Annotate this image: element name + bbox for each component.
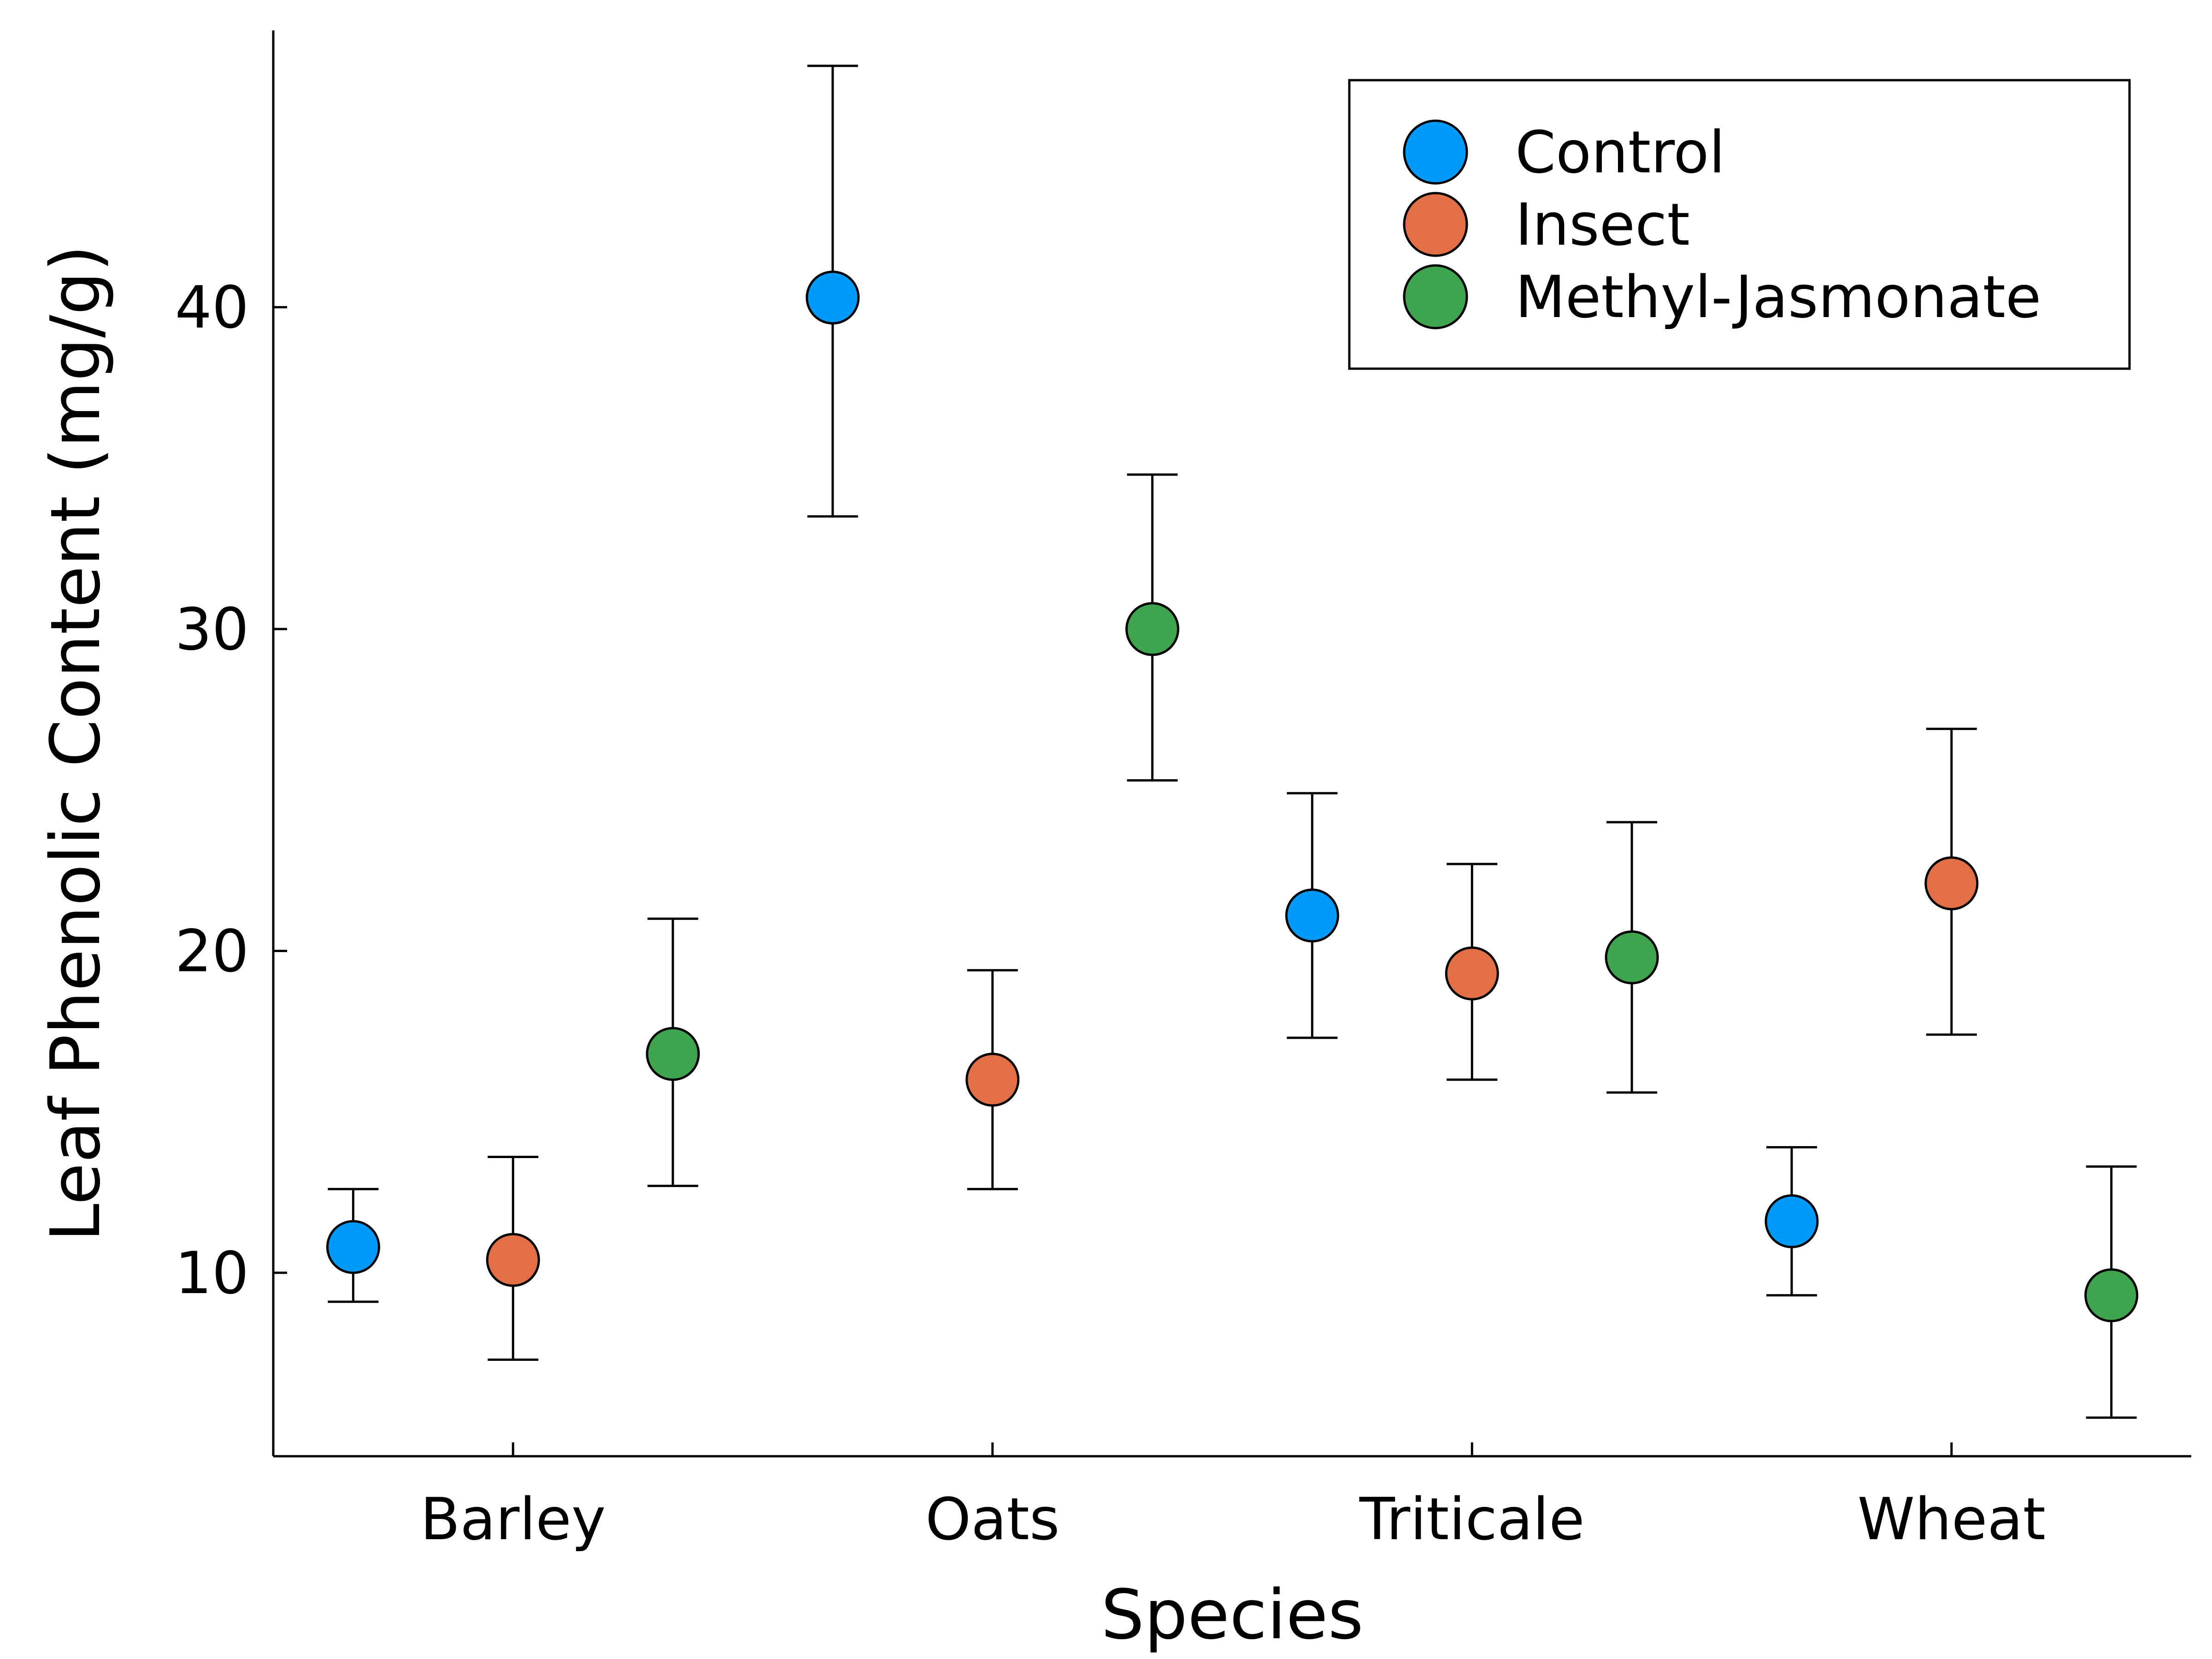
y-tick-label-10: 10	[175, 1239, 249, 1307]
point-insect-barley	[486, 1233, 540, 1287]
y-tick-label-40: 40	[175, 274, 249, 341]
point-methyl-jasmonate-oats	[1125, 602, 1180, 656]
point-insect-triticale	[1445, 946, 1499, 1000]
point-control-barley	[326, 1220, 380, 1274]
data-points	[326, 271, 2139, 1323]
point-insect-wheat	[1924, 856, 1979, 911]
legend-label-insect: Insect	[1515, 191, 1690, 259]
point-control-wheat	[1765, 1194, 1819, 1248]
x-axis-ticks: Barley Oats Triticale Wheat	[420, 1442, 2046, 1553]
point-methyl-jasmonate-triticale	[1605, 930, 1659, 984]
x-tick-label-barley: Barley	[420, 1485, 606, 1553]
legend-box	[1348, 79, 2131, 370]
legend-label-methyl-jasmonate: Methyl-Jasmonate	[1515, 263, 2041, 331]
y-axis-ticks: 10 20 30 40	[175, 274, 287, 1307]
point-methyl-jasmonate-wheat	[2084, 1268, 2139, 1323]
y-tick-label-20: 20	[175, 917, 249, 985]
point-control-triticale	[1285, 888, 1339, 943]
point-insect-oats	[965, 1053, 1020, 1107]
x-tick-label-wheat: Wheat	[1857, 1485, 2046, 1553]
legend-label-control: Control	[1515, 118, 1725, 186]
point-control-oats	[806, 271, 860, 325]
x-tick-label-oats: Oats	[925, 1485, 1059, 1553]
legend-marker-control	[1403, 119, 1468, 185]
legend-marker-insect	[1403, 192, 1468, 257]
x-axis-title: Species	[1101, 1575, 1364, 1654]
y-tick-label-30: 30	[175, 595, 249, 663]
y-axis-title: Leaf Phenolic Content (mg/g)	[36, 245, 115, 1242]
point-methyl-jasmonate-barley	[646, 1027, 700, 1081]
legend-marker-methyl-jasmonate	[1403, 264, 1468, 329]
x-tick-label-triticale: Triticale	[1359, 1485, 1585, 1553]
